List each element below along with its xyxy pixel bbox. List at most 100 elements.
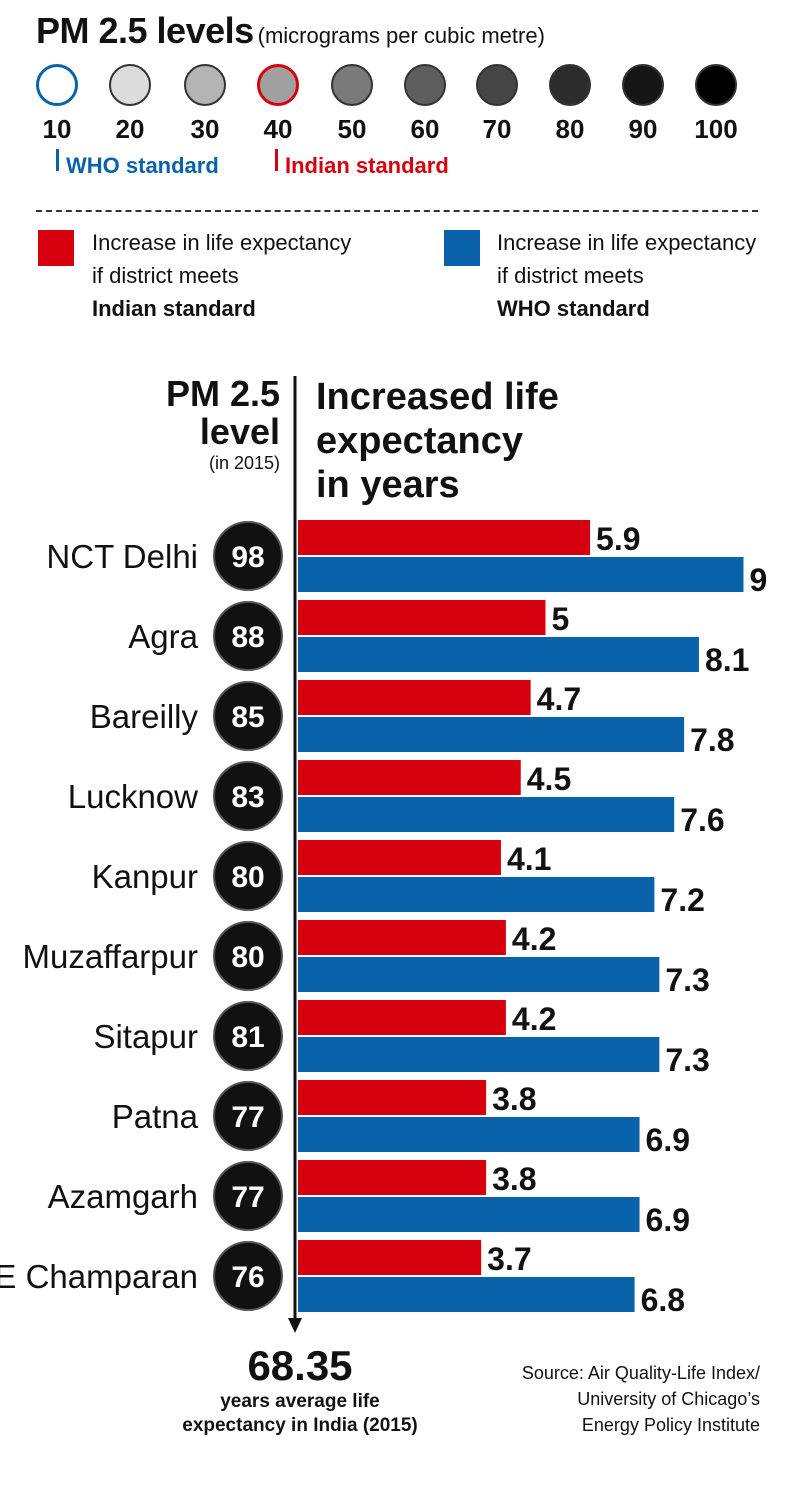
title-subtitle: (micrograms per cubic metre) bbox=[257, 23, 545, 48]
scale-circle-100 bbox=[695, 64, 737, 106]
legend-swatch-indian bbox=[38, 230, 74, 266]
value-label-who-3: 7.6 bbox=[680, 802, 724, 838]
value-label-who-9: 6.8 bbox=[641, 1282, 685, 1318]
legend-indian-line2: if district meets bbox=[92, 263, 239, 288]
pm25-value-1: 88 bbox=[231, 621, 264, 654]
pm25-value-4: 80 bbox=[231, 861, 264, 894]
bar-indian-9 bbox=[298, 1240, 482, 1275]
scale-circle-10 bbox=[36, 64, 78, 106]
bar-who-8 bbox=[298, 1197, 640, 1232]
pm25-circle-1 bbox=[213, 601, 283, 671]
value-label-who-6: 7.3 bbox=[665, 1042, 709, 1078]
bar-who-3 bbox=[298, 797, 675, 832]
value-label-who-5: 7.3 bbox=[665, 962, 709, 998]
pm25-header-sub: (in 2015) bbox=[208, 453, 280, 473]
life-expectancy-header-line-1: Increased life bbox=[316, 376, 559, 418]
who-standard-label: WHO standard bbox=[66, 153, 219, 178]
category-label-3: Lucknow bbox=[68, 778, 198, 815]
category-label-5: Muzaffarpur bbox=[23, 938, 198, 975]
average-text-1: years average life bbox=[220, 1391, 380, 1412]
scale-label-60: 60 bbox=[410, 114, 440, 144]
average-text-2: expectancy in India (2015) bbox=[182, 1415, 418, 1436]
who-tick-icon bbox=[56, 149, 59, 171]
title-main: PM 2.5 levels bbox=[36, 10, 254, 51]
indian-standard-label: Indian standard bbox=[285, 153, 449, 178]
chart-title: PM 2.5 levels (micrograms per cubic metre… bbox=[36, 10, 545, 52]
value-label-who-7: 6.9 bbox=[646, 1122, 690, 1158]
pm25-header-line2: level bbox=[199, 411, 280, 452]
bar-indian-5 bbox=[298, 920, 506, 955]
pm25-circle-9 bbox=[213, 1241, 283, 1311]
bar-indian-8 bbox=[298, 1160, 487, 1195]
scale-circle-40 bbox=[257, 64, 299, 106]
pm25-value-8: 77 bbox=[231, 1181, 264, 1214]
value-label-indian-1: 5 bbox=[552, 601, 570, 637]
legend-who-line1: Increase in life expectancy bbox=[497, 230, 757, 255]
category-label-4: Kanpur bbox=[92, 858, 198, 895]
legend-indian-line1: Increase in life expectancy bbox=[92, 230, 352, 255]
indian-tick-icon bbox=[275, 149, 278, 171]
source-note: Source: Air Quality-Life Index/ Universi… bbox=[520, 1360, 760, 1438]
value-label-indian-2: 4.7 bbox=[537, 681, 581, 717]
source-line2: University of Chicago’s bbox=[577, 1389, 760, 1409]
value-label-indian-6: 4.2 bbox=[512, 1001, 556, 1037]
scale-label-20: 20 bbox=[115, 114, 145, 144]
value-label-who-0: 9 bbox=[750, 562, 768, 598]
life-expectancy-header-line-2: expectancy bbox=[316, 420, 524, 462]
bar-indian-1 bbox=[298, 600, 546, 635]
pm25-circle-3 bbox=[213, 761, 283, 831]
bar-who-7 bbox=[298, 1117, 640, 1152]
pm25-value-0: 98 bbox=[231, 541, 264, 574]
indian-standard-marker: Indian standard bbox=[275, 149, 449, 179]
bar-who-5 bbox=[298, 957, 660, 992]
who-standard-marker: WHO standard bbox=[56, 149, 219, 179]
scale-circle-80 bbox=[549, 64, 591, 106]
axis-arrow-icon bbox=[288, 1318, 302, 1333]
value-label-indian-4: 4.1 bbox=[507, 841, 551, 877]
scale-label-90: 90 bbox=[628, 114, 658, 144]
pm25-circle-4 bbox=[213, 841, 283, 911]
legend-indian: Increase in life expectancy if district … bbox=[92, 226, 351, 325]
scale-circle-60 bbox=[404, 64, 446, 106]
value-label-indian-3: 4.5 bbox=[527, 761, 571, 797]
pm25-value-6: 81 bbox=[231, 1021, 264, 1054]
average-value: 68.35 bbox=[247, 1342, 353, 1389]
value-label-who-4: 7.2 bbox=[660, 882, 704, 918]
pm25-circle-7 bbox=[213, 1081, 283, 1151]
bar-indian-0 bbox=[298, 520, 591, 555]
legend-who-line2: if district meets bbox=[497, 263, 644, 288]
scale-label-30: 30 bbox=[190, 114, 220, 144]
scale-circle-20 bbox=[109, 64, 151, 106]
legend-who-line3: WHO standard bbox=[497, 296, 650, 321]
pm25-value-2: 85 bbox=[231, 701, 264, 734]
value-label-indian-9: 3.7 bbox=[487, 1241, 531, 1277]
bar-who-1 bbox=[298, 637, 699, 672]
scale-label-40: 40 bbox=[263, 114, 293, 144]
bar-indian-7 bbox=[298, 1080, 487, 1115]
category-label-0: NCT Delhi bbox=[46, 538, 198, 575]
category-label-8: Azamgarh bbox=[48, 1178, 198, 1215]
pm25-value-7: 77 bbox=[231, 1101, 264, 1134]
bar-who-2 bbox=[298, 717, 685, 752]
value-label-indian-0: 5.9 bbox=[596, 521, 640, 557]
legend-who: Increase in life expectancy if district … bbox=[497, 226, 756, 325]
scale-circle-50 bbox=[331, 64, 373, 106]
pm25-value-5: 80 bbox=[231, 941, 264, 974]
legend-swatch-who bbox=[444, 230, 480, 266]
pm25-circle-0 bbox=[213, 521, 283, 591]
scale-label-80: 80 bbox=[555, 114, 585, 144]
scale-circle-90 bbox=[622, 64, 664, 106]
value-label-who-2: 7.8 bbox=[690, 722, 734, 758]
pm25-value-3: 83 bbox=[231, 781, 264, 814]
value-label-indian-8: 3.8 bbox=[492, 1161, 536, 1197]
bar-indian-4 bbox=[298, 840, 501, 875]
value-label-who-1: 8.1 bbox=[705, 642, 749, 678]
pm25-circle-8 bbox=[213, 1161, 283, 1231]
source-line1: Source: Air Quality-Life Index/ bbox=[521, 1363, 760, 1383]
bar-who-4 bbox=[298, 877, 655, 912]
category-label-2: Bareilly bbox=[90, 698, 199, 735]
value-label-indian-7: 3.8 bbox=[492, 1081, 536, 1117]
dashed-divider bbox=[36, 210, 758, 212]
bar-who-6 bbox=[298, 1037, 660, 1072]
